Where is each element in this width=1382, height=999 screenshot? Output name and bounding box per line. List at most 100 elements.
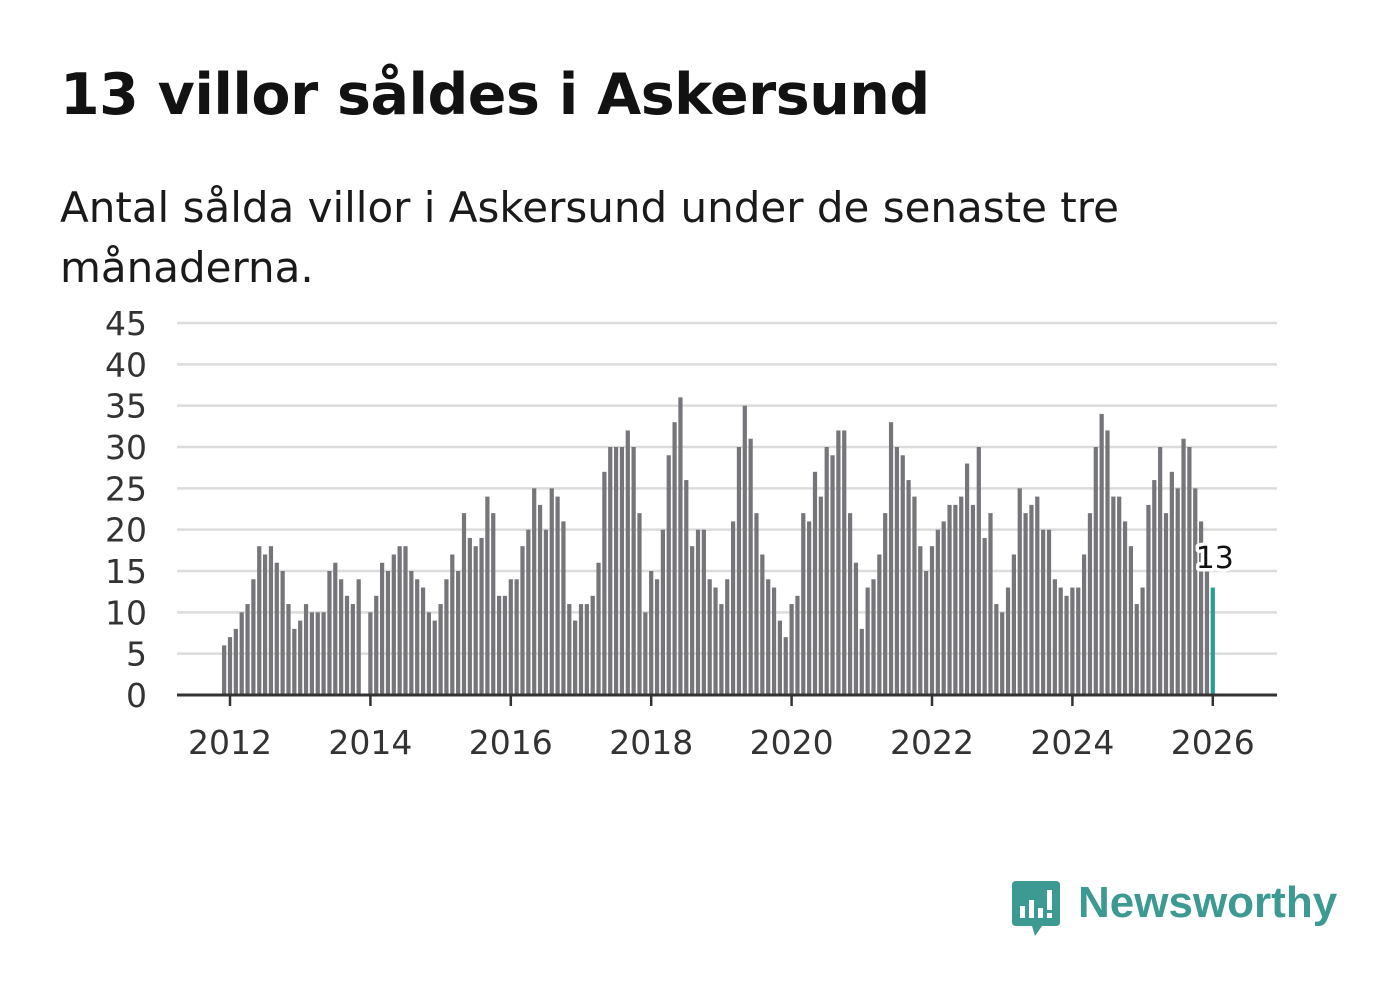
bar	[1000, 612, 1005, 695]
bar	[830, 455, 835, 695]
bar	[654, 579, 660, 695]
bar	[274, 562, 279, 695]
bar	[1035, 496, 1040, 695]
bar	[292, 628, 297, 695]
bar	[888, 422, 894, 695]
x-tick-label: 2020	[750, 723, 834, 762]
bar	[567, 604, 572, 695]
bar	[853, 562, 859, 695]
bar	[1111, 496, 1116, 695]
bar	[245, 604, 250, 695]
bar	[350, 604, 355, 695]
bar	[608, 447, 613, 695]
bar	[233, 628, 238, 695]
bar	[801, 513, 806, 695]
bar	[555, 496, 560, 695]
y-tick-label: 35	[105, 387, 147, 426]
bar	[918, 546, 923, 695]
bar	[690, 546, 695, 695]
bar	[807, 521, 812, 695]
bar	[631, 447, 636, 695]
y-tick-label: 15	[105, 552, 147, 591]
bar	[1175, 488, 1180, 695]
bar	[450, 554, 455, 695]
bar	[1029, 504, 1034, 695]
bar	[502, 595, 508, 695]
bar	[315, 612, 320, 695]
newsworthy-logo-icon	[1012, 881, 1060, 936]
bar	[590, 595, 595, 695]
bar	[1163, 513, 1169, 695]
bar	[730, 521, 736, 695]
bar	[859, 628, 864, 695]
bar	[573, 620, 578, 695]
bar	[695, 529, 701, 695]
bar	[239, 612, 244, 695]
bar	[1146, 504, 1151, 695]
bar	[1064, 595, 1069, 695]
bar	[344, 595, 350, 695]
bar	[508, 579, 513, 695]
bar	[473, 546, 478, 695]
bar	[379, 562, 385, 695]
bar	[537, 504, 543, 695]
bar	[953, 504, 958, 695]
bar	[257, 546, 262, 695]
bar	[713, 587, 718, 695]
bar	[420, 587, 426, 695]
bar	[929, 546, 935, 695]
x-tick-label: 2012	[188, 723, 272, 762]
bar	[725, 579, 730, 695]
bar	[660, 529, 665, 695]
bar	[520, 546, 525, 695]
bar	[742, 405, 747, 695]
bar	[1140, 587, 1145, 695]
bar	[1198, 521, 1204, 695]
bar	[760, 554, 765, 695]
bar	[964, 463, 970, 695]
bar	[1058, 587, 1063, 695]
bar	[748, 438, 753, 695]
bar	[268, 546, 274, 695]
bar	[684, 480, 689, 695]
bar	[900, 455, 905, 695]
bar	[251, 579, 256, 695]
x-tick-label: 2022	[890, 723, 974, 762]
bar	[1070, 587, 1075, 695]
bar	[1158, 447, 1163, 695]
bar	[444, 579, 449, 695]
bar	[783, 637, 788, 695]
bar	[1122, 521, 1128, 695]
bar	[812, 471, 818, 695]
bar	[719, 604, 724, 695]
bar	[298, 620, 303, 695]
y-tick-label: 20	[105, 511, 147, 550]
bar	[912, 496, 917, 695]
bar	[561, 521, 566, 695]
bar	[637, 513, 642, 695]
bar	[461, 513, 467, 695]
bar	[602, 471, 607, 695]
bar	[613, 447, 619, 695]
bar	[1093, 447, 1098, 695]
bar	[1169, 471, 1174, 695]
bar	[432, 620, 437, 695]
bar	[935, 529, 940, 695]
bar	[1117, 496, 1122, 695]
bar	[701, 529, 706, 695]
bar	[906, 480, 911, 695]
bar	[1134, 604, 1139, 695]
bar	[596, 562, 601, 695]
bar	[514, 579, 519, 695]
bar	[222, 645, 227, 695]
bar	[842, 430, 847, 695]
bar	[321, 612, 326, 695]
x-tick-label: 2018	[609, 723, 693, 762]
bar	[1105, 430, 1110, 695]
bar	[526, 529, 531, 695]
bar	[1017, 488, 1022, 695]
bar	[1152, 480, 1157, 695]
bar	[262, 554, 268, 695]
